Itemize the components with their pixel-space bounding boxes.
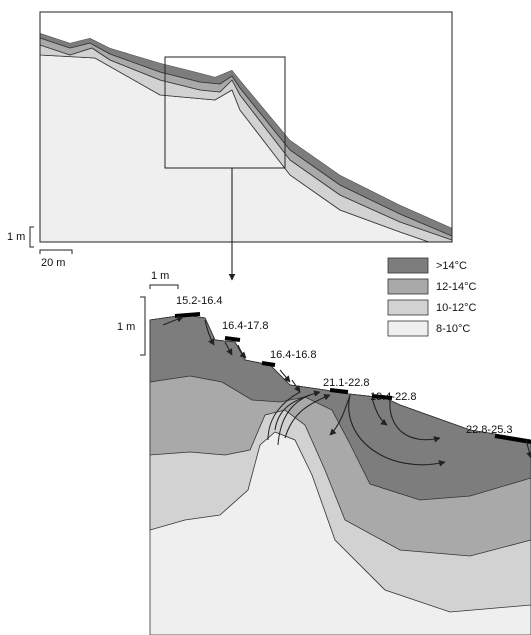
temperature-range: 16.4-17.8 [222,320,268,332]
scale-bar [30,227,34,247]
legend-label: 8-10°C [436,323,470,335]
figure: 1 m 20 m >14°C 12-14°C 10-12°C 8-10°C [0,0,531,635]
scale-bar [40,250,72,254]
detail-section [150,314,531,635]
legend-swatch [388,321,428,336]
scale-label: 1 m [151,270,169,282]
legend: >14°C 12-14°C 10-12°C 8-10°C [388,258,477,336]
temperature-range: 21.1-22.8 [323,377,369,389]
legend-swatch [388,300,428,315]
temperature-range: 16.4-16.8 [270,349,316,361]
legend-swatch [388,258,428,273]
temperature-range: 15.2-16.4 [176,295,222,307]
scale-label: 20 m [41,257,65,269]
temperature-range: 19.4-22.8 [370,391,416,403]
legend-label: 10-12°C [436,302,477,314]
scale-label: 1 m [7,231,25,243]
overview-section [40,12,452,250]
legend-label: 12-14°C [436,281,477,293]
scale-label: 1 m [117,321,135,333]
legend-label: >14°C [436,260,467,272]
scale-bar [140,297,145,355]
legend-swatch [388,279,428,294]
temperature-range: 22.8-25.3 [466,424,512,436]
scale-bar [150,285,178,289]
